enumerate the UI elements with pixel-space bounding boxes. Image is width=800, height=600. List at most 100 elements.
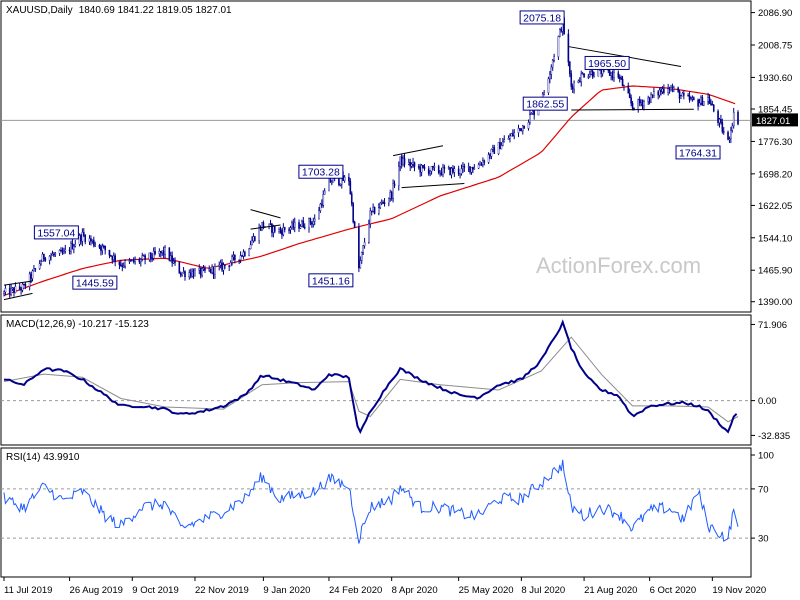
- macd-tick-label: -32.835: [758, 431, 790, 442]
- price-tick-label: 1390.00: [758, 297, 792, 308]
- candle-body: [452, 168, 454, 173]
- candle-body: [443, 167, 446, 169]
- candle-body: [658, 89, 661, 96]
- candle-body: [667, 88, 669, 93]
- candle-body: [681, 93, 684, 97]
- candle-body: [631, 103, 634, 109]
- candle-body: [483, 160, 486, 163]
- candle-body: [551, 60, 554, 68]
- candle-body: [469, 166, 471, 173]
- candle-body: [693, 97, 695, 100]
- candle-body: [269, 223, 272, 226]
- candle-body: [470, 167, 473, 173]
- candle-body: [191, 271, 193, 277]
- candle-body: [171, 255, 173, 264]
- price-annotation-box: [308, 273, 354, 288]
- candle-body: [104, 245, 106, 251]
- price-annotation-label: 1965.50: [588, 58, 626, 70]
- candle-body: [737, 111, 739, 125]
- candle-body: [463, 166, 466, 168]
- rsi-tick-label: 30: [758, 534, 769, 545]
- candle-body: [531, 110, 534, 114]
- candle-body: [439, 172, 441, 174]
- candle-body: [222, 264, 225, 271]
- candle-body: [288, 229, 290, 231]
- candle-body: [48, 256, 51, 261]
- date-tick-label: 22 Nov 2019: [195, 585, 249, 596]
- candle-body: [311, 222, 313, 225]
- candle-body: [507, 138, 510, 140]
- candle-body: [172, 261, 175, 264]
- candle-body: [543, 92, 545, 95]
- candle-body: [313, 218, 316, 222]
- price-annotation-box: [522, 96, 568, 111]
- candle-body: [61, 250, 64, 254]
- candle-body: [549, 74, 551, 80]
- candle-body: [151, 257, 154, 260]
- candle-body: [373, 207, 376, 214]
- rsi-line: [3, 459, 739, 544]
- candle-body: [244, 251, 246, 256]
- candle-body: [309, 218, 312, 224]
- candle-body: [731, 125, 734, 131]
- candle-body: [583, 73, 585, 78]
- candle-body: [142, 255, 145, 257]
- ohlc-label: 1840.69 1841.22 1819.05 1827.01: [79, 5, 232, 16]
- pattern-trendline: [571, 108, 694, 111]
- candle-body: [519, 128, 521, 130]
- candle-body: [44, 258, 47, 261]
- candle-body: [248, 248, 250, 256]
- candle-body: [232, 255, 235, 257]
- candle-body: [683, 93, 685, 96]
- candle-body: [362, 245, 364, 253]
- candle-body: [560, 29, 563, 32]
- date-tick-label: 24 Feb 2020: [329, 585, 382, 596]
- candle-body: [521, 125, 524, 132]
- candle-body: [228, 265, 230, 267]
- candle-body: [608, 70, 611, 76]
- candle-body: [550, 66, 553, 75]
- candle-body: [101, 245, 104, 251]
- price-annotation-label: 1557.04: [37, 227, 75, 239]
- candle-body: [460, 168, 463, 174]
- candle-body: [11, 287, 14, 290]
- candle-body: [194, 269, 196, 277]
- candle-body: [312, 221, 315, 225]
- candle-body: [41, 254, 44, 262]
- price-annotation-box: [298, 164, 344, 179]
- candle-body: [331, 182, 333, 184]
- candle-body: [392, 183, 394, 199]
- candle-body: [410, 164, 413, 167]
- candle-body: [80, 235, 82, 242]
- candle-body: [477, 164, 480, 169]
- candle-body: [94, 244, 97, 247]
- candle-body: [108, 249, 111, 256]
- date-tick-label: 11 Jul 2019: [4, 585, 52, 596]
- candle-body: [668, 88, 671, 91]
- candle-body: [8, 288, 11, 295]
- candle-body: [202, 268, 205, 270]
- candle-body: [621, 78, 624, 87]
- candle-body: [489, 154, 491, 157]
- candle-body: [663, 88, 665, 93]
- candle-body: [433, 166, 436, 168]
- candle-body: [131, 259, 134, 261]
- candle-body: [570, 73, 573, 87]
- candle-body: [407, 162, 410, 165]
- candle-body: [234, 255, 236, 260]
- candle-body: [440, 172, 443, 175]
- candle-body: [350, 193, 353, 204]
- candle-body: [400, 156, 403, 165]
- candle-body: [618, 77, 621, 79]
- candle-body: [712, 104, 715, 112]
- candle-body: [403, 158, 406, 165]
- candle-body: [523, 125, 526, 129]
- candle-body: [120, 264, 122, 266]
- candle-body: [581, 73, 584, 76]
- candle-body: [349, 180, 352, 194]
- price-annotation-box: [584, 55, 630, 70]
- candle-body: [273, 226, 276, 232]
- candle-body: [241, 255, 243, 257]
- candle-body: [698, 102, 701, 107]
- candle-body: [678, 91, 681, 99]
